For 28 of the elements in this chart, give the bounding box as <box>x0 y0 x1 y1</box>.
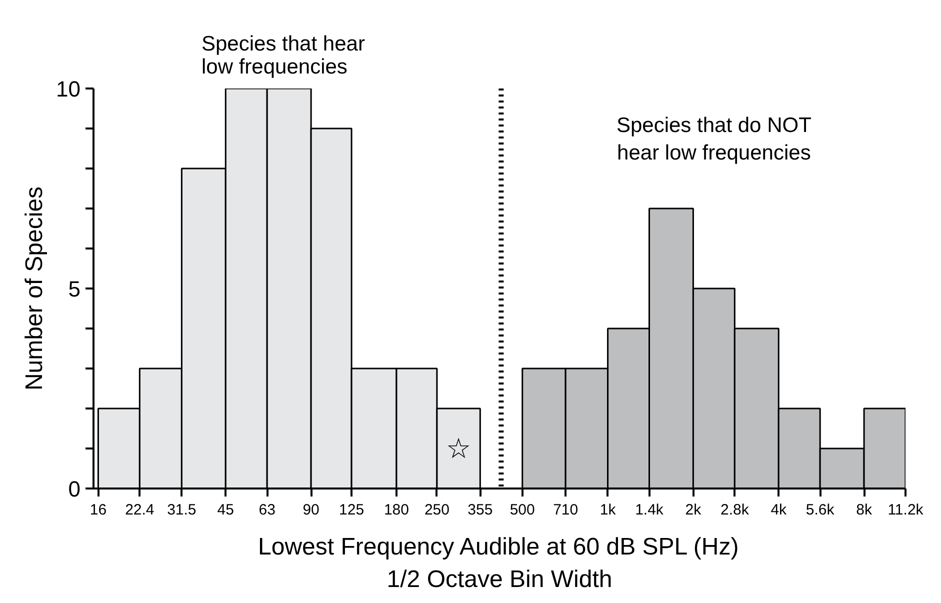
x-tick-label: 180 <box>384 502 409 518</box>
x-tick-label: 1k <box>600 502 616 518</box>
x-tick-label: 2k <box>685 502 702 518</box>
x-tick-label: 16 <box>90 502 107 518</box>
x-tick-label: 710 <box>553 502 578 518</box>
y-tick-label: 10 <box>56 76 81 102</box>
x-tick-label: 4k <box>770 502 788 518</box>
y-tick-label: 5 <box>68 276 81 302</box>
annotation: Species that do NOT hear low frequencies <box>616 114 812 164</box>
y-tick-label: 0 <box>68 476 81 502</box>
y-axis-title: Number of Species <box>21 186 48 391</box>
x-tick-label: 31.5 <box>167 502 196 518</box>
x-tick-label: 8k <box>856 502 872 518</box>
x-tick-label: 5.6k <box>806 502 835 518</box>
x-tick-label: 500 <box>510 502 535 518</box>
x-tick-label: 90 <box>302 502 320 518</box>
x-tick-label: 45 <box>217 502 234 518</box>
x-tick-label: 1.4k <box>635 502 664 518</box>
x-tick-label: 11.2k <box>888 502 924 518</box>
x-tick-label: 355 <box>468 502 493 518</box>
text: Species that hear low frequencies <box>202 32 365 78</box>
x-tick-label: 250 <box>424 502 450 518</box>
x-axis-title: Lowest Frequency Audible at 60 dB SPL (Hz) 1/2 Octave Bin Width <box>258 534 739 593</box>
x-tick-label: 125 <box>339 502 364 518</box>
x-tick-label: 2.8k <box>720 502 750 518</box>
x-tick-label: 63 <box>258 502 276 518</box>
annotation: ☆ <box>446 432 472 465</box>
x-tick-label: 22.4 <box>125 502 154 518</box>
